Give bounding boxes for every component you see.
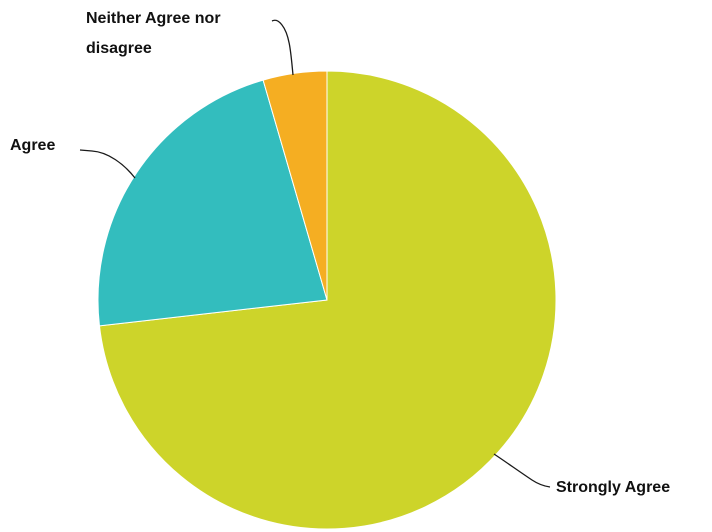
- slice-label-neither-line2: disagree: [86, 40, 152, 57]
- slice-label-strongly-agree: Strongly Agree: [556, 479, 670, 496]
- pie-slices: [97, 70, 557, 530]
- leader-line-agree: [79, 149, 136, 179]
- leader-line-neither: [271, 19, 294, 76]
- pie-slice-neither-agree-nor-disagree: [262, 70, 328, 301]
- slice-label-agree: Agree: [10, 137, 55, 154]
- leader-line-strongly-agree: [493, 453, 551, 488]
- pie-slice-strongly-agree: [98, 70, 557, 530]
- pie-slice-agree: [97, 79, 328, 327]
- slice-label-neither-line1: Neither Agree nor: [86, 10, 221, 27]
